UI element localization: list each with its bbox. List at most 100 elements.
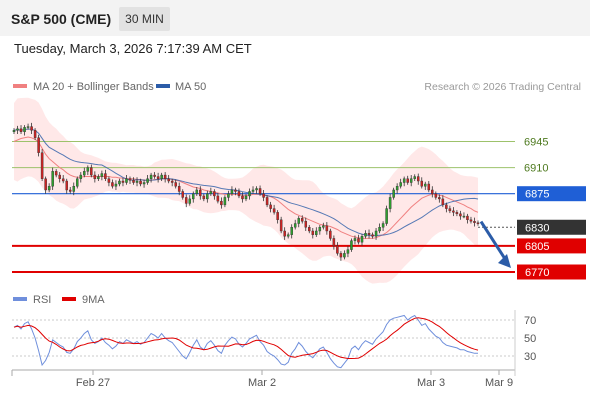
candle-body — [83, 171, 86, 176]
candle-body — [339, 253, 343, 258]
candle-body — [469, 219, 473, 222]
candle-body — [272, 208, 276, 213]
forecast-arrow-shaft — [479, 220, 509, 263]
candle-body — [374, 230, 378, 237]
candle-body — [448, 208, 452, 212]
copyright-text: Research © 2026 Trading Central — [424, 81, 581, 93]
candle-body — [388, 197, 392, 209]
candle-body — [44, 178, 47, 191]
candle-body — [163, 174, 167, 179]
candle-body — [177, 186, 181, 192]
candle-body — [269, 204, 272, 209]
level-label-6910: 6910 — [524, 163, 548, 175]
candle-body — [213, 191, 216, 197]
candle-body — [181, 191, 184, 198]
candle-body — [413, 176, 416, 179]
candle-body — [167, 178, 170, 182]
title-bar: S&P 500 (CME) 30 MIN — [0, 0, 590, 36]
candle-body — [346, 249, 350, 254]
candle-body — [237, 191, 241, 197]
level-label-6875: 6875 — [525, 189, 549, 201]
candle-body — [395, 186, 399, 191]
candle-body — [286, 234, 290, 237]
candle-body — [304, 221, 308, 228]
candle-body — [420, 180, 424, 187]
candle-body — [329, 230, 332, 239]
candle-body — [114, 183, 118, 187]
candle-body — [427, 183, 431, 191]
candle-body — [104, 173, 107, 179]
ma50-legend-swatch — [156, 84, 170, 88]
timeframe-badge[interactable]: 30 MIN — [119, 7, 170, 31]
candle-body — [353, 238, 357, 241]
candle-body — [385, 208, 388, 224]
candle-body — [445, 204, 448, 209]
candle-body — [160, 174, 163, 179]
candle-body — [343, 253, 346, 258]
candle-body — [23, 127, 26, 133]
candle-body — [234, 189, 237, 192]
candle-body — [220, 200, 223, 206]
candle-body — [86, 167, 90, 172]
ma20-legend-swatch — [13, 84, 27, 88]
candle-body — [241, 195, 244, 200]
candle-body — [107, 178, 111, 183]
candle-body — [336, 245, 339, 254]
candle-body — [251, 189, 255, 192]
candle-body — [476, 222, 480, 224]
candle-body — [156, 176, 160, 179]
candle-body — [311, 230, 315, 235]
candle-body — [153, 174, 156, 177]
candle-body — [402, 178, 406, 183]
candle-body — [230, 189, 234, 194]
candle-body — [47, 186, 51, 191]
candle-body — [76, 178, 79, 187]
candle-body — [97, 176, 100, 179]
candle-body — [244, 195, 248, 200]
candle-body — [12, 130, 16, 133]
candle-body — [170, 180, 174, 183]
level-label-6770: 6770 — [525, 267, 549, 279]
candle-body — [79, 174, 83, 179]
candle-body — [371, 234, 374, 237]
candle-body — [68, 189, 72, 192]
candle-body — [332, 238, 336, 247]
candle-body — [416, 176, 420, 182]
rsi-panel: 70 50 30 — [12, 314, 536, 369]
x-tick-label-3: Mar 9 — [485, 377, 513, 389]
candle-body — [90, 167, 93, 176]
rsi-legend: RSI 9MA — [13, 294, 105, 306]
rsi-axis-label-30: 30 — [524, 351, 536, 363]
candle-body — [54, 171, 58, 176]
level-labels: 6945 6910 6875 6830 6805 6770 — [517, 137, 586, 280]
candle-body — [315, 230, 318, 235]
candle-body — [61, 178, 65, 182]
candle-body — [37, 137, 40, 153]
candle-body — [350, 240, 353, 250]
candle-body — [279, 219, 283, 232]
candle-body — [16, 128, 19, 131]
candle-body — [58, 174, 61, 179]
candle-body — [364, 233, 367, 237]
candle-body — [209, 191, 213, 194]
rsi-ma-legend-swatch — [62, 297, 76, 301]
candle-body — [19, 128, 23, 133]
level-label-6945: 6945 — [524, 137, 548, 149]
candle-body — [223, 197, 227, 206]
candle-body — [216, 195, 220, 202]
candle-body — [192, 193, 195, 200]
forecast-arrow — [479, 220, 511, 268]
candle-body — [308, 227, 311, 232]
candle-body — [248, 191, 251, 197]
candle-body — [255, 188, 258, 191]
candle-body — [409, 178, 413, 183]
candle-body — [195, 189, 199, 194]
candle-body — [434, 193, 438, 198]
candle-body — [118, 180, 121, 185]
main-legend: MA 20 + Bollinger Bands MA 50 Research ©… — [13, 81, 581, 93]
candle-body — [30, 126, 33, 131]
candle-body — [146, 178, 149, 183]
candle-body — [357, 238, 360, 243]
chart-header: S&P 500 (CME) 30 MIN Tuesday, March 3, 2… — [0, 0, 590, 66]
candle-body — [318, 227, 322, 232]
